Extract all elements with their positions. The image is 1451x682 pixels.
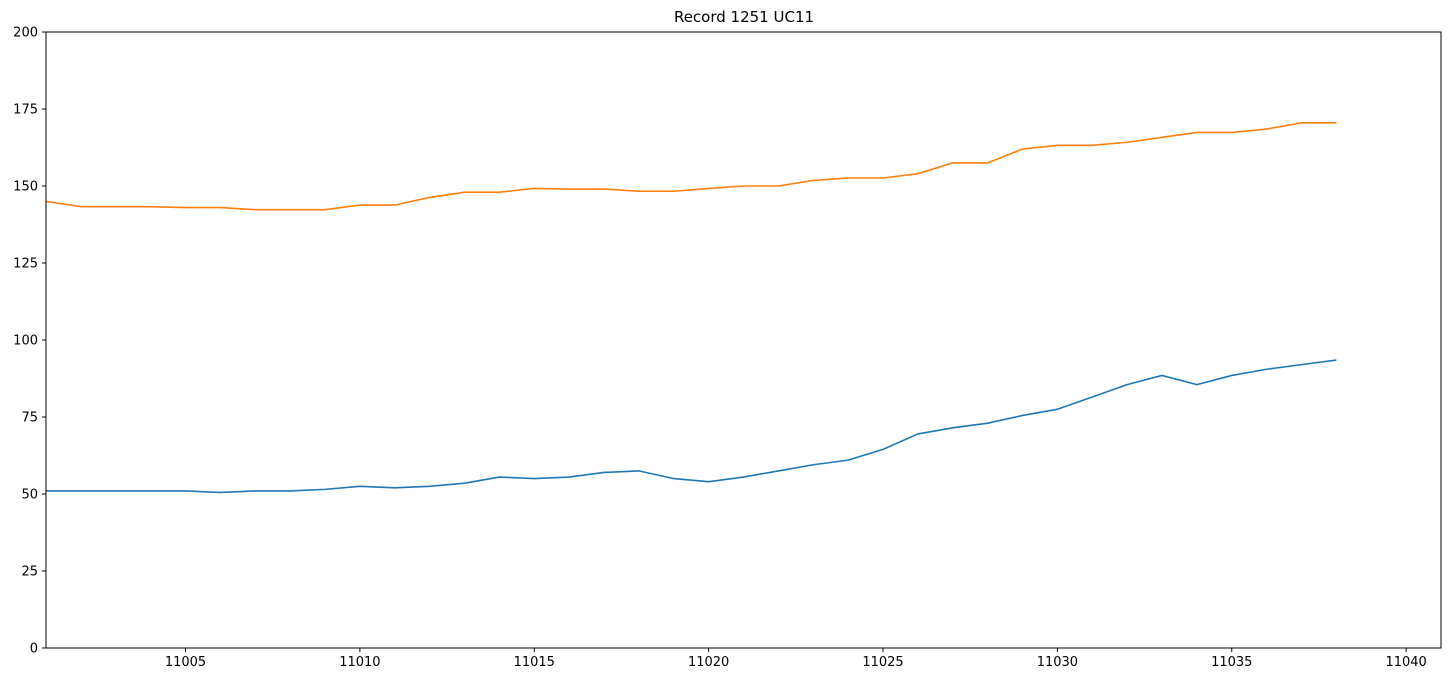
x-tick-label: 11035	[1211, 655, 1252, 670]
y-tick-label: 200	[13, 26, 38, 41]
x-tick-label: 11030	[1037, 655, 1078, 670]
y-tick-label: 125	[13, 257, 38, 272]
x-tick-label: 11005	[165, 655, 206, 670]
x-tick-label: 11010	[339, 655, 380, 670]
y-tick-label: 50	[21, 488, 38, 503]
plot-area	[46, 122, 1337, 494]
series-line-2	[46, 122, 1337, 211]
x-tick-label: 11025	[862, 655, 903, 670]
series-line-1	[46, 359, 1337, 494]
y-tick-label: 0	[30, 642, 38, 657]
y-tick-label: 100	[13, 334, 38, 349]
chart-title: Record 1251 UC11	[674, 8, 814, 26]
plot-frame	[45, 31, 1442, 649]
x-tick-label: 11020	[688, 655, 729, 670]
x-tick-label: 11040	[1385, 655, 1426, 670]
x-tick-label: 11015	[514, 655, 555, 670]
y-tick-label: 150	[13, 180, 38, 195]
axes: 11005 11010 11015 11020 11025 11030 11035 11040…	[13, 26, 1442, 670]
y-tick-label: 175	[13, 103, 38, 118]
y-tick-label: 75	[21, 411, 38, 426]
y-tick-label: 25	[21, 565, 38, 580]
